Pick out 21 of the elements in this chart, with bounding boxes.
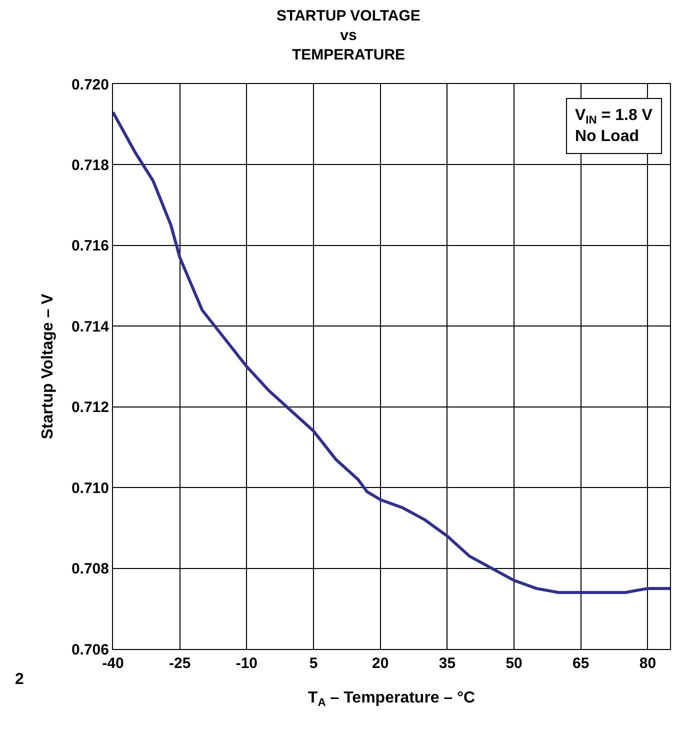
annotation: V$_{IN}$ = 1.8 V No Load <box>575 107 653 145</box>
x-tick-label: -10 <box>236 655 258 672</box>
x-tick-label: 35 <box>438 655 456 672</box>
y-tick-label: 0.716 <box>71 238 109 255</box>
y-tick-label: 0.710 <box>71 480 109 497</box>
x-tick-label: -25 <box>168 655 191 672</box>
x-tick-label: 5 <box>309 655 318 672</box>
x-tick-label: 20 <box>372 655 389 672</box>
y-tick-label: 0.720 <box>71 76 109 94</box>
y-tick-label: 0.718 <box>71 156 109 174</box>
y-tick-label: 0.708 <box>71 560 109 578</box>
text: 2 <box>15 671 24 688</box>
chart-title: STARTUP VOLTAGE vs TEMPERATURE <box>276 7 420 64</box>
y-tick-label: 0.712 <box>71 399 109 416</box>
line-series <box>113 110 670 594</box>
x-tick-label: 80 <box>639 655 656 672</box>
x-tick-label: 65 <box>572 655 590 672</box>
y-axis-title: Startup Voltage – V <box>39 293 56 440</box>
x-tick-label: 50 <box>506 655 522 672</box>
y-tick-label: 0.714 <box>71 318 110 336</box>
x-axis-title: T$_{A}$ – Temperature – °C <box>308 690 476 710</box>
